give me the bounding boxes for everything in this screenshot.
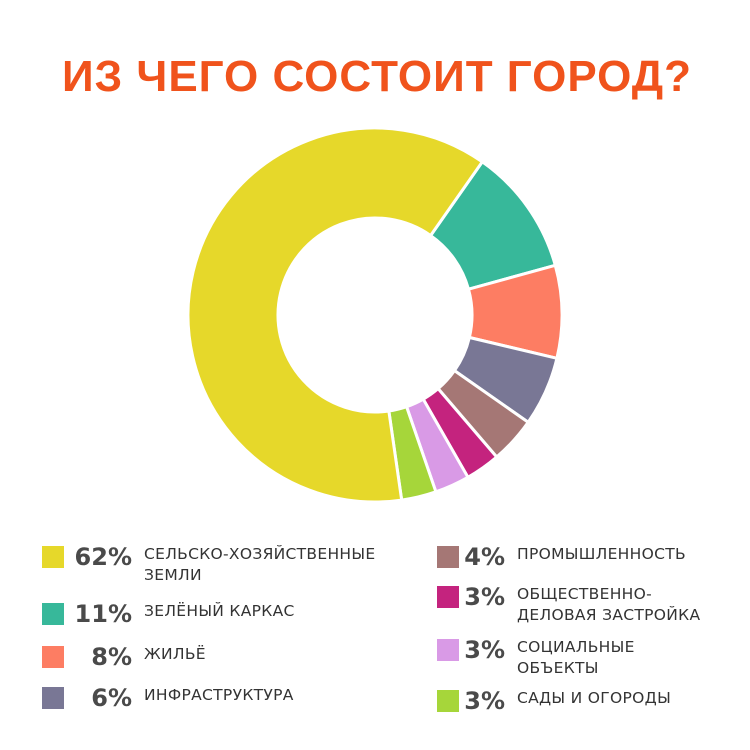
legend-percent: 6% xyxy=(91,684,132,712)
legend-percent: 11% xyxy=(74,600,132,628)
legend-swatch xyxy=(437,639,459,661)
legend-label-line: ЗЕМЛИ xyxy=(144,566,202,584)
legend-swatch xyxy=(42,687,64,709)
legend-label-line: СОЦИАЛЬНЫЕ xyxy=(517,638,635,656)
legend-item-green-frame: 11% ЗЕЛЁНЫЙ КАРКАС xyxy=(42,597,295,631)
legend-label: ПРОМЫШЛЕННОСТЬ xyxy=(517,544,686,565)
legend-item-social-facilities: 3% СОЦИАЛЬНЫЕ ОБЪЕКТЫ xyxy=(437,633,635,679)
legend-label-line: ОБЪЕКТЫ xyxy=(517,659,599,677)
legend-item-industry: 4% ПРОМЫШЛЕННОСТЬ xyxy=(437,540,686,574)
legend-label-line: ПРОМЫШЛЕННОСТЬ xyxy=(517,545,686,563)
legend-swatch xyxy=(42,603,64,625)
donut-chart xyxy=(186,126,564,504)
legend-percent: 3% xyxy=(464,636,505,664)
chart-title: ИЗ ЧЕГО СОСТОИТ ГОРОД? xyxy=(62,52,693,101)
legend-label-line: СЕЛЬСКО-ХОЗЯЙСТВЕННЫЕ xyxy=(144,545,376,563)
legend-label: ЖИЛЬЁ xyxy=(144,644,206,665)
legend-item-gardens: 3% САДЫ И ОГОРОДЫ xyxy=(437,684,671,718)
legend-item-housing: 8% ЖИЛЬЁ xyxy=(42,640,206,674)
legend-label-line: ИНФРАСТРУКТУРА xyxy=(144,686,294,704)
legend-label-line: ЗЕЛЁНЫЙ КАРКАС xyxy=(144,602,295,620)
legend-swatch xyxy=(437,546,459,568)
legend-item-business-development: 3% ОБЩЕСТВЕННО- ДЕЛОВАЯ ЗАСТРОЙКА xyxy=(437,580,700,626)
legend-percent: 4% xyxy=(464,543,505,571)
legend-percent: 3% xyxy=(464,687,505,715)
legend-label-line: ОБЩЕСТВЕННО- xyxy=(517,585,653,603)
legend-swatch xyxy=(42,546,64,568)
legend-label: ИНФРАСТРУКТУРА xyxy=(144,685,294,706)
legend-label: СЕЛЬСКО-ХОЗЯЙСТВЕННЫЕ ЗЕМЛИ xyxy=(144,544,375,586)
legend-label: ЗЕЛЁНЫЙ КАРКАС xyxy=(144,601,295,622)
legend-percent: 3% xyxy=(464,583,505,611)
legend-item-agricultural-land: 62% СЕЛЬСКО-ХОЗЯЙСТВЕННЫЕ ЗЕМЛИ xyxy=(42,540,375,586)
legend-percent: 62% xyxy=(74,543,132,571)
legend-label: ОБЩЕСТВЕННО- ДЕЛОВАЯ ЗАСТРОЙКА xyxy=(517,584,700,626)
donut-slice-1 xyxy=(186,126,485,504)
legend-label: САДЫ И ОГОРОДЫ xyxy=(517,688,671,709)
legend-label-line: САДЫ И ОГОРОДЫ xyxy=(517,689,672,707)
legend-label: СОЦИАЛЬНЫЕ ОБЪЕКТЫ xyxy=(517,637,635,679)
legend-swatch xyxy=(42,646,64,668)
legend-item-infrastructure: 6% ИНФРАСТРУКТУРА xyxy=(42,681,294,715)
legend-label-line: ЖИЛЬЁ xyxy=(144,645,206,663)
legend-label-line: ДЕЛОВАЯ ЗАСТРОЙКА xyxy=(517,606,701,624)
legend-swatch xyxy=(437,586,459,608)
legend-percent: 8% xyxy=(91,643,132,671)
legend-swatch xyxy=(437,690,459,712)
